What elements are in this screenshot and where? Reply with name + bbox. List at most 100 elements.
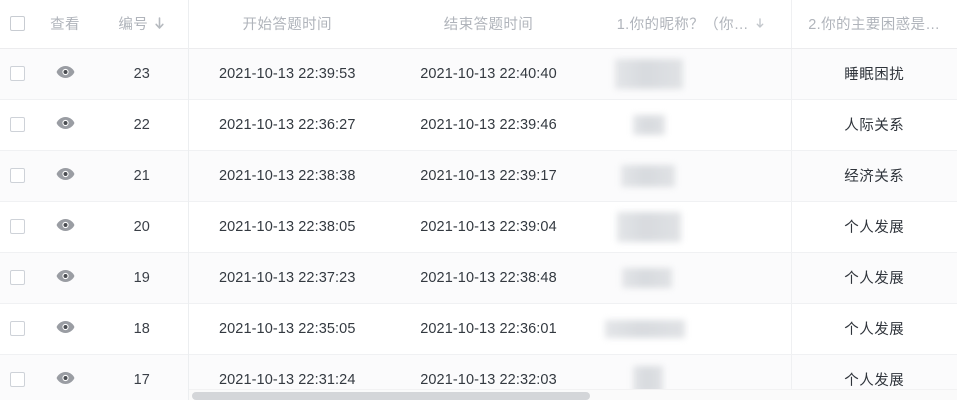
row-id-cell: 23 xyxy=(96,48,189,100)
header-cell-id[interactable]: 编号 xyxy=(96,0,189,49)
redaction-container xyxy=(597,202,785,252)
row-id-cell: 18 xyxy=(96,303,189,355)
row-id-cell: 21 xyxy=(96,150,189,202)
table-row[interactable]: 20 2021-10-13 22:38:05 2021-10-13 22:39:… xyxy=(0,201,957,253)
redaction-blur-box xyxy=(622,267,672,288)
header-cell-question-2: 2.你的主要困惑是… xyxy=(791,0,957,49)
row-view-cell xyxy=(34,252,96,304)
row-select-checkbox[interactable] xyxy=(9,372,25,388)
redaction-container xyxy=(597,355,785,400)
filter-arrow-down-icon[interactable] xyxy=(755,18,765,29)
row-end-time-cell: 2021-10-13 22:38:48 xyxy=(386,252,591,304)
row-view-cell xyxy=(34,201,96,253)
eye-icon[interactable] xyxy=(56,65,75,79)
row-nickname-cell-redacted xyxy=(591,99,792,151)
row-answer-cell: 个人发展 xyxy=(791,201,957,253)
row-select-checkbox[interactable] xyxy=(9,117,25,133)
row-select-checkbox[interactable] xyxy=(9,168,25,184)
table-header: 查看 编号 xyxy=(0,0,957,49)
row-view-cell xyxy=(34,354,96,400)
header-cell-question-1[interactable]: 1.你的昵称？（你… xyxy=(591,0,792,49)
row-answer-cell: 个人发展 xyxy=(791,303,957,355)
row-answer-cell: 个人发展 xyxy=(791,252,957,304)
redaction-blur-box xyxy=(617,211,681,242)
row-answer-cell: 经济关系 xyxy=(791,150,957,202)
row-end-time-cell: 2021-10-13 22:39:04 xyxy=(386,201,591,253)
row-checkbox-cell xyxy=(0,99,34,151)
row-checkbox-cell xyxy=(0,48,34,100)
row-nickname-cell-redacted xyxy=(591,48,792,100)
redaction-blur-box xyxy=(633,365,663,394)
header-cell-view: 查看 xyxy=(34,0,96,49)
row-id-cell: 20 xyxy=(96,201,189,253)
table-row[interactable]: 23 2021-10-13 22:39:53 2021-10-13 22:40:… xyxy=(0,48,957,100)
row-select-checkbox[interactable] xyxy=(9,321,25,337)
sort-arrow-down-icon[interactable] xyxy=(154,17,165,30)
header-label-end-time: 结束答题时间 xyxy=(443,17,534,34)
eye-icon[interactable] xyxy=(56,167,75,181)
redaction-blur-box xyxy=(615,58,683,89)
horizontal-scrollbar-thumb[interactable] xyxy=(192,392,590,400)
row-nickname-cell-redacted xyxy=(591,252,792,304)
row-end-time-cell: 2021-10-13 22:40:40 xyxy=(386,48,591,100)
horizontal-scrollbar-track[interactable] xyxy=(189,389,957,400)
header-row: 查看 编号 xyxy=(0,0,957,49)
table-row[interactable]: 18 2021-10-13 22:35:05 2021-10-13 22:36:… xyxy=(0,303,957,355)
row-select-checkbox[interactable] xyxy=(9,66,25,82)
row-checkbox-cell xyxy=(0,150,34,202)
row-end-time-cell: 2021-10-13 22:39:17 xyxy=(386,150,591,202)
row-answer-cell: 人际关系 xyxy=(791,99,957,151)
row-start-time-cell: 2021-10-13 22:38:05 xyxy=(188,201,386,253)
row-id-cell: 19 xyxy=(96,252,189,304)
redaction-container xyxy=(597,151,785,201)
redaction-blur-box xyxy=(633,114,665,135)
row-id-cell: 17 xyxy=(96,354,189,400)
table-row[interactable]: 19 2021-10-13 22:37:23 2021-10-13 22:38:… xyxy=(0,252,957,304)
row-start-time-cell: 2021-10-13 22:37:23 xyxy=(188,252,386,304)
table-row[interactable]: 21 2021-10-13 22:38:38 2021-10-13 22:39:… xyxy=(0,150,957,202)
table-body: 23 2021-10-13 22:39:53 2021-10-13 22:40:… xyxy=(0,48,957,400)
header-label-start-time: 开始答题时间 xyxy=(242,17,332,34)
row-start-time-cell: 2021-10-13 22:36:27 xyxy=(188,99,386,151)
row-end-time-cell: 2021-10-13 22:39:46 xyxy=(386,99,591,151)
row-id-cell: 22 xyxy=(96,99,189,151)
table-row[interactable]: 22 2021-10-13 22:36:27 2021-10-13 22:39:… xyxy=(0,99,957,151)
redaction-blur-box xyxy=(621,164,675,187)
eye-icon[interactable] xyxy=(56,116,75,130)
header-cell-start-time: 开始答题时间 xyxy=(188,0,386,49)
header-label-question-1: 1.你的昵称？（你… xyxy=(616,17,749,34)
row-view-cell xyxy=(34,150,96,202)
header-label-view: 查看 xyxy=(50,17,80,34)
row-view-cell xyxy=(34,48,96,100)
row-view-cell xyxy=(34,99,96,151)
redaction-container xyxy=(597,304,785,354)
row-nickname-cell-redacted xyxy=(591,303,792,355)
eye-icon[interactable] xyxy=(56,269,75,283)
redaction-container xyxy=(597,100,785,150)
row-answer-cell: 睡眠困扰 xyxy=(791,48,957,100)
eye-icon[interactable] xyxy=(56,218,75,232)
eye-icon[interactable] xyxy=(56,371,75,385)
row-end-time-cell: 2021-10-13 22:36:01 xyxy=(386,303,591,355)
row-select-checkbox[interactable] xyxy=(9,270,25,286)
redaction-container xyxy=(597,253,785,303)
row-checkbox-cell xyxy=(0,252,34,304)
eye-icon[interactable] xyxy=(56,320,75,334)
row-checkbox-cell xyxy=(0,201,34,253)
header-label-question-2: 2.你的主要困惑是… xyxy=(808,17,941,34)
select-all-checkbox[interactable] xyxy=(9,16,25,32)
header-label-id: 编号 xyxy=(118,17,149,34)
redaction-container xyxy=(597,49,785,99)
row-checkbox-cell xyxy=(0,354,34,400)
row-nickname-cell-redacted xyxy=(591,201,792,253)
row-nickname-cell-redacted xyxy=(591,150,792,202)
redaction-blur-box xyxy=(605,319,685,338)
header-cell-end-time: 结束答题时间 xyxy=(386,0,591,49)
row-start-time-cell: 2021-10-13 22:39:53 xyxy=(188,48,386,100)
row-select-checkbox[interactable] xyxy=(9,219,25,235)
header-cell-select-all xyxy=(0,0,34,49)
row-start-time-cell: 2021-10-13 22:35:05 xyxy=(188,303,386,355)
row-start-time-cell: 2021-10-13 22:38:38 xyxy=(188,150,386,202)
